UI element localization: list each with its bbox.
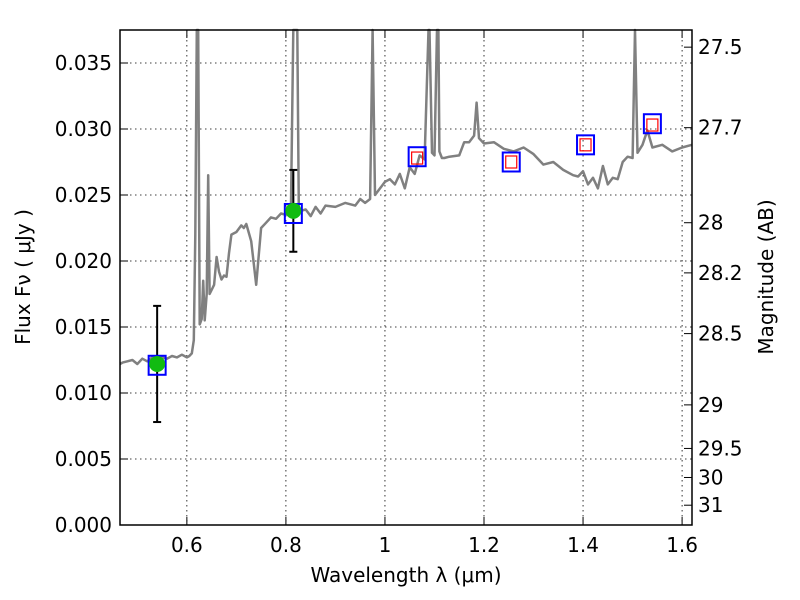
right-tick-label: 31 bbox=[698, 493, 723, 517]
axes-frame bbox=[119, 29, 693, 526]
upper-limit-point bbox=[579, 138, 592, 152]
right-tick-label: 29.5 bbox=[698, 436, 743, 460]
y-tick-label: 0.035 bbox=[55, 51, 112, 75]
model-photometry-point bbox=[407, 146, 427, 168]
y-tick-label: 0.010 bbox=[55, 381, 112, 405]
y-tick-label: 0.000 bbox=[55, 513, 112, 537]
x-tick-label: 1.2 bbox=[468, 533, 500, 557]
tick-labels: 0.6 0.8 1 1.2 1.4 1.6 0.000 0.005 0.010 0.015 0.02… bbox=[55, 35, 743, 557]
y-tick-label: 0.030 bbox=[55, 117, 112, 141]
y-tick-label: 0.020 bbox=[55, 249, 112, 273]
y-tick-label: 0.025 bbox=[55, 183, 112, 207]
grid-lines bbox=[120, 30, 692, 526]
right-tick-label: 27.7 bbox=[698, 116, 743, 140]
right-tick-label: 28 bbox=[698, 211, 723, 235]
model-photometry-point bbox=[501, 151, 521, 173]
spectrum-line bbox=[119, 28, 693, 366]
y-axis-label: Flux Fν ( μJy ) bbox=[11, 209, 35, 345]
y-tick-label: 0.005 bbox=[55, 447, 112, 471]
y-tick-label: 0.015 bbox=[55, 315, 112, 339]
y-axis-right-label: Magnitude (AB) bbox=[754, 199, 778, 354]
right-tick-label: 29 bbox=[698, 393, 723, 417]
right-tick-label: 28.5 bbox=[698, 322, 743, 346]
upper-limit-point bbox=[646, 118, 659, 132]
x-tick-label: 1.4 bbox=[567, 533, 599, 557]
upper-limit-point bbox=[505, 155, 518, 169]
x-tick-label: 1 bbox=[379, 533, 392, 557]
right-tick-label: 30 bbox=[698, 465, 723, 489]
x-tick-label: 0.8 bbox=[270, 533, 302, 557]
plot-area bbox=[119, 28, 693, 424]
model-photometry-point bbox=[576, 134, 596, 156]
detection-point bbox=[149, 355, 166, 372]
tick-marks bbox=[120, 30, 692, 526]
right-tick-label: 27.5 bbox=[698, 35, 743, 59]
model-photometry-point bbox=[642, 113, 662, 135]
detection-point bbox=[285, 202, 302, 219]
x-tick-label: 0.6 bbox=[171, 533, 203, 557]
right-tick-label: 28.2 bbox=[698, 261, 743, 285]
upper-limit-point bbox=[411, 151, 424, 165]
x-axis-label: Wavelength λ (μm) bbox=[310, 563, 501, 587]
model-photometry-point bbox=[147, 354, 167, 376]
x-tick-label: 1.6 bbox=[666, 533, 698, 557]
